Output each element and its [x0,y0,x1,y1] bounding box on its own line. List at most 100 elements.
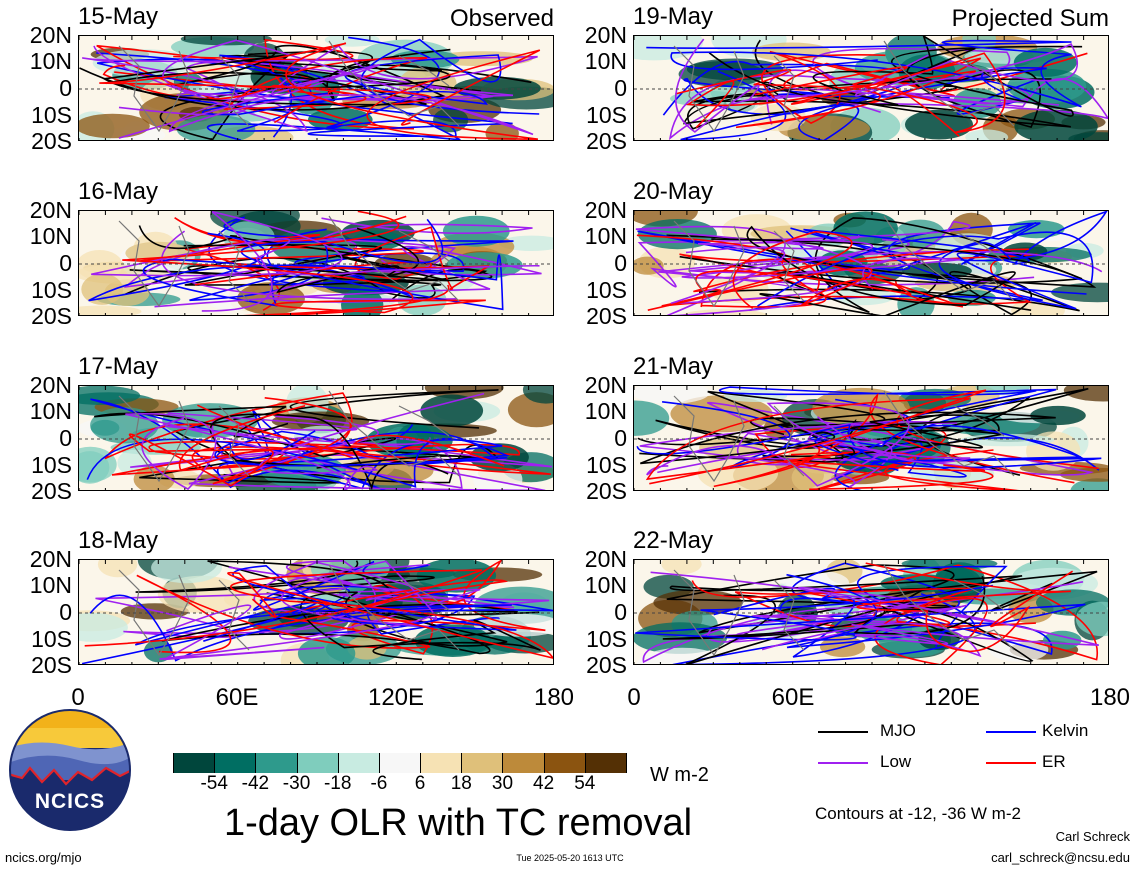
colorbar-swatch [297,753,339,773]
lat-label: 10S [31,277,72,303]
lat-label: 20S [586,478,627,504]
lat-label: 20N [584,197,627,223]
panel-date-label: 22-May [633,527,714,554]
legend-line-mjo [818,731,868,733]
colorbar-swatch [503,753,545,773]
lat-label: 0 [614,75,627,101]
page-title: 1-day OLR with TC removal [223,802,693,844]
lon-label: 180 [1089,684,1131,711]
panel-date-label: 18-May [78,527,159,554]
lat-label: 0 [59,75,72,101]
lat-label: 10N [29,398,72,424]
legend-label-kelvin: Kelvin [1042,721,1089,740]
colorbar-swatch [544,753,586,773]
lat-label: 10S [586,452,627,478]
lat-label: 10N [29,48,72,74]
footer-timestamp: Tue 2025-05-20 1613 UTC [516,853,624,863]
colorbar-strip [173,753,627,773]
lat-label: 10S [31,452,72,478]
lat-label: 20N [29,197,72,223]
colorbar-tick-label: 42 [533,773,555,794]
panel-corner-label: Projected Sum [951,5,1109,32]
olr-map-panel [78,559,554,665]
legend-line-kelvin [986,731,1036,733]
lat-label: 0 [59,250,72,276]
footer-email[interactable]: carl_schreck@ncsu.edu [991,850,1130,865]
lon-label: 0 [71,684,85,711]
colorbar-swatch [379,753,422,773]
colorbar-swatch [174,753,216,773]
lat-label: 20S [31,128,72,154]
lon-label: 0 [627,684,641,711]
panel-date-label: 20-May [633,178,714,205]
lat-label: 10S [586,626,627,652]
lat-label: 10N [584,398,627,424]
lat-label: 0 [614,599,627,625]
lat-label: 10S [31,102,72,128]
olr-map-panel [78,385,554,491]
lat-label: 20S [31,478,72,504]
lat-label: 0 [614,425,627,451]
legend-line-low [818,762,868,764]
footer-author: Carl Schreck [1055,829,1130,844]
contours-note: Contours at -12, -36 W m-2 [815,804,1021,823]
lon-label: 180 [533,684,575,711]
olr-map-panel [633,35,1109,141]
lat-label: 20N [29,372,72,398]
panel-date-label: 17-May [78,353,159,380]
panel-date-label: 19-May [633,3,714,30]
olr-map-panel [633,385,1109,491]
lat-label: 10N [29,223,72,249]
lat-label: 10S [586,277,627,303]
colorbar-tick-label: -30 [282,773,311,794]
colorbar-tick-label: 18 [450,773,472,794]
lat-label: 10N [584,223,627,249]
lon-label: 120E [923,684,981,711]
colorbar-tick-label: -6 [370,773,388,794]
olr-map-panel [78,35,554,141]
lat-label: 0 [59,425,72,451]
lat-label: 10S [586,102,627,128]
lat-label: 20N [584,22,627,48]
colorbar-unit: W m-2 [650,764,709,786]
olr-map-panel [633,559,1109,665]
lat-label: 20S [31,652,72,678]
panel-date-label: 16-May [78,178,159,205]
legend-label-mjo: MJO [880,721,916,740]
lat-label: 20N [29,22,72,48]
panel-corner-label: Observed [449,5,554,32]
logo-text: NCICS [34,790,106,813]
colorbar-tick-label: -18 [323,773,352,794]
lat-label: 20S [31,303,72,329]
colorbar-swatch [256,753,298,773]
lat-label: 20N [584,372,627,398]
lat-label: 20S [586,303,627,329]
lat-label: 10S [31,626,72,652]
lat-label: 20S [586,652,627,678]
panel-date-label: 15-May [78,3,159,30]
lat-label: 10N [584,48,627,74]
colorbar-tick-label: 54 [574,773,596,794]
colorbar-tick-label: 6 [414,773,426,794]
colorbar-swatch [421,753,463,773]
lat-label: 20N [584,546,627,572]
colorbar-swatch [585,753,627,773]
logo-icon [9,709,131,831]
lon-label: 60E [771,684,815,711]
lat-label: 0 [59,599,72,625]
legend-line-er [986,762,1036,764]
panel-date-label: 21-May [633,353,714,380]
olr-map-panel [78,210,554,316]
colorbar-swatch [215,753,257,773]
legend-label-er: ER [1042,752,1066,771]
ncics-logo: NCICS [8,708,132,832]
lat-label: 10N [584,572,627,598]
colorbar-tick-label: 30 [491,773,514,794]
lon-label: 60E [215,684,259,711]
footer-url[interactable]: ncics.org/mjo [5,850,82,865]
lat-label: 0 [614,250,627,276]
colorbar-swatch [462,753,504,773]
colorbar-tick-label: -54 [200,773,228,794]
lat-label: 20N [29,546,72,572]
legend-label-low: Low [880,752,912,771]
